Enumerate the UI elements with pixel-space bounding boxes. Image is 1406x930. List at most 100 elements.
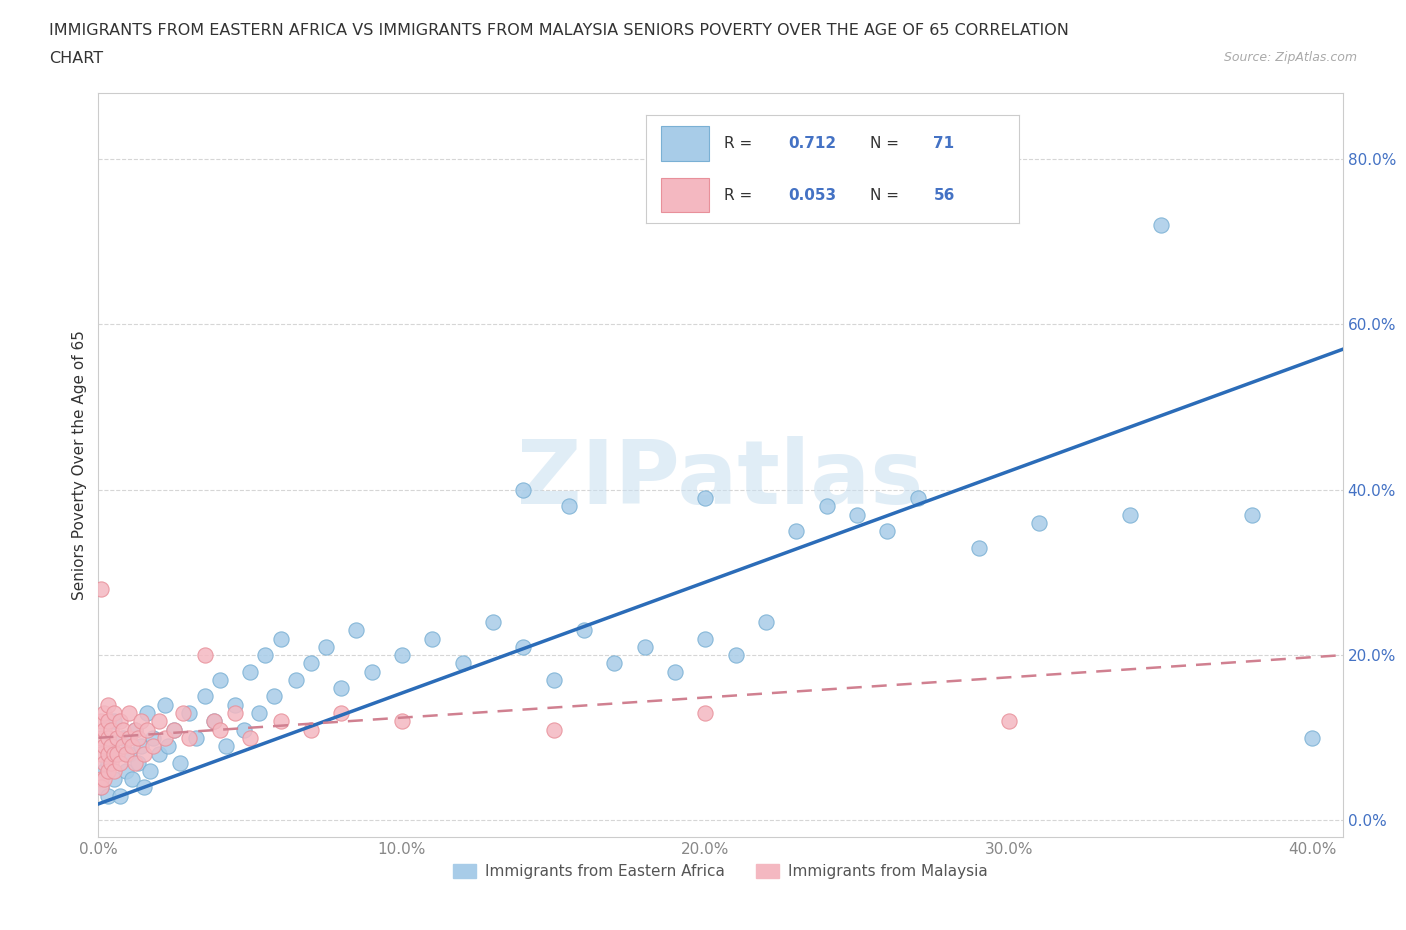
- Point: [543, 722, 565, 737]
- Point: [142, 730, 165, 745]
- Point: [391, 714, 413, 729]
- Point: [785, 524, 807, 538]
- Point: [105, 747, 128, 762]
- Point: [111, 722, 134, 737]
- Point: [512, 483, 534, 498]
- Point: [118, 747, 141, 762]
- Point: [695, 491, 717, 506]
- Point: [111, 738, 134, 753]
- Point: [179, 730, 201, 745]
- Point: [93, 755, 115, 770]
- Point: [108, 789, 131, 804]
- Point: [344, 623, 367, 638]
- Point: [330, 681, 353, 696]
- Point: [391, 647, 413, 662]
- Point: [103, 706, 125, 721]
- Point: [254, 647, 277, 662]
- Point: [124, 722, 146, 737]
- Point: [142, 738, 165, 753]
- Point: [202, 714, 225, 729]
- Point: [695, 631, 717, 646]
- Point: [96, 698, 118, 712]
- Point: [103, 764, 125, 778]
- Point: [111, 730, 134, 745]
- Point: [907, 491, 929, 506]
- Point: [299, 722, 322, 737]
- Point: [127, 730, 149, 745]
- Point: [127, 755, 149, 770]
- Point: [100, 755, 122, 770]
- Point: [360, 664, 382, 679]
- Point: [157, 738, 180, 753]
- Text: ZIPatlas: ZIPatlas: [517, 436, 924, 524]
- Point: [263, 689, 285, 704]
- Point: [315, 640, 337, 655]
- Text: Source: ZipAtlas.com: Source: ZipAtlas.com: [1223, 51, 1357, 64]
- Point: [118, 730, 141, 745]
- Point: [114, 764, 136, 778]
- Point: [603, 656, 626, 671]
- Point: [108, 755, 131, 770]
- Point: [96, 730, 118, 745]
- Point: [93, 738, 115, 753]
- Point: [284, 672, 307, 687]
- Point: [270, 631, 292, 646]
- Point: [202, 714, 225, 729]
- Point: [153, 730, 176, 745]
- Point: [96, 747, 118, 762]
- Point: [330, 706, 353, 721]
- Point: [100, 722, 122, 737]
- Point: [169, 755, 191, 770]
- Point: [96, 755, 118, 770]
- Point: [100, 738, 122, 753]
- Point: [572, 623, 595, 638]
- Point: [121, 738, 143, 753]
- Point: [724, 647, 747, 662]
- Point: [215, 738, 238, 753]
- Text: IMMIGRANTS FROM EASTERN AFRICA VS IMMIGRANTS FROM MALAYSIA SENIORS POVERTY OVER : IMMIGRANTS FROM EASTERN AFRICA VS IMMIGR…: [49, 23, 1069, 38]
- Point: [270, 714, 292, 729]
- Text: CHART: CHART: [49, 51, 103, 66]
- Point: [90, 747, 112, 762]
- Point: [247, 706, 270, 721]
- Point: [103, 772, 125, 787]
- Point: [129, 738, 152, 753]
- Point: [148, 747, 170, 762]
- Point: [93, 706, 115, 721]
- Point: [136, 722, 159, 737]
- Point: [90, 780, 112, 795]
- Point: [239, 730, 262, 745]
- Point: [163, 722, 186, 737]
- Point: [121, 772, 143, 787]
- Point: [634, 640, 657, 655]
- Point: [233, 722, 256, 737]
- Point: [815, 498, 838, 513]
- Point: [114, 747, 136, 762]
- Point: [90, 730, 112, 745]
- Point: [96, 714, 118, 729]
- Point: [96, 764, 118, 778]
- Point: [103, 714, 125, 729]
- Point: [967, 540, 990, 555]
- Point: [876, 524, 898, 538]
- Point: [451, 656, 474, 671]
- Point: [558, 498, 581, 513]
- Point: [224, 698, 246, 712]
- Point: [194, 647, 217, 662]
- Point: [1119, 507, 1142, 522]
- Point: [179, 706, 201, 721]
- Point: [208, 722, 231, 737]
- Point: [90, 714, 112, 729]
- Point: [846, 507, 869, 522]
- Point: [512, 640, 534, 655]
- Point: [239, 664, 262, 679]
- Point: [105, 747, 128, 762]
- Point: [132, 747, 155, 762]
- Point: [695, 706, 717, 721]
- Point: [1149, 218, 1171, 232]
- Point: [1301, 730, 1323, 745]
- Point: [103, 747, 125, 762]
- Point: [90, 772, 112, 787]
- Point: [90, 780, 112, 795]
- Point: [100, 738, 122, 753]
